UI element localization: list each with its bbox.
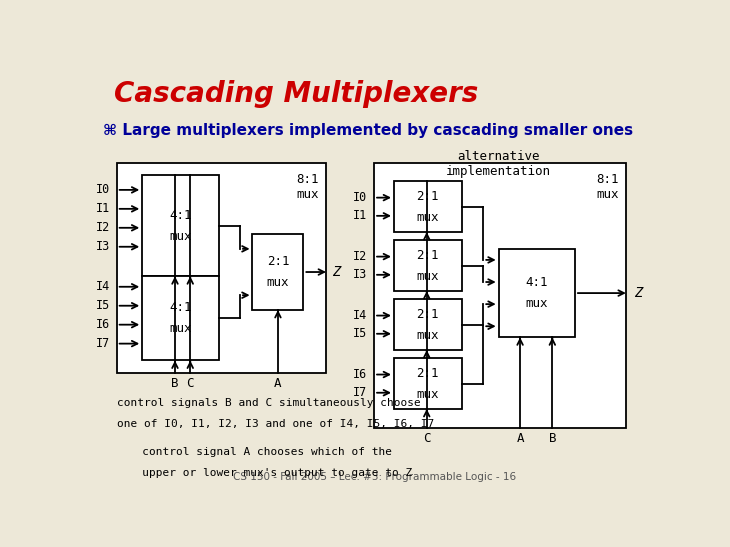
Text: mux: mux [417, 211, 439, 224]
Text: 4:1: 4:1 [526, 276, 548, 289]
Polygon shape [374, 162, 626, 428]
Text: CS 150 - Fall 2005 – Lec. #3: Programmable Logic - 16: CS 150 - Fall 2005 – Lec. #3: Programmab… [233, 472, 515, 482]
Polygon shape [394, 358, 462, 409]
Polygon shape [394, 299, 462, 350]
Text: one of I0, I1, I2, I3 and one of I4, I5, I6, I7: one of I0, I1, I2, I3 and one of I4, I5,… [117, 420, 434, 429]
Polygon shape [253, 234, 304, 310]
Text: 4:1: 4:1 [169, 208, 191, 222]
Text: Cascading Multiplexers: Cascading Multiplexers [114, 80, 478, 108]
Text: I0: I0 [353, 191, 367, 204]
Text: C: C [186, 377, 194, 390]
Polygon shape [142, 175, 218, 276]
Text: mux: mux [526, 297, 548, 310]
Text: 2:1: 2:1 [417, 190, 439, 203]
Polygon shape [394, 241, 462, 291]
Text: I4: I4 [96, 280, 110, 293]
Text: B: B [548, 432, 556, 445]
Text: mux: mux [417, 388, 439, 400]
Text: mux: mux [417, 270, 439, 283]
Text: 2:1: 2:1 [417, 307, 439, 321]
Text: Z: Z [332, 265, 340, 279]
Text: I7: I7 [96, 337, 110, 350]
Text: I4: I4 [353, 309, 367, 322]
Text: alternative
implementation: alternative implementation [446, 150, 551, 178]
Text: upper or lower mux's output to gate to Z: upper or lower mux's output to gate to Z [123, 468, 412, 478]
Text: ⌘ Large multiplexers implemented by cascading smaller ones: ⌘ Large multiplexers implemented by casc… [102, 123, 633, 137]
Text: B: B [172, 377, 179, 390]
Text: I7: I7 [353, 386, 367, 399]
Text: mux: mux [266, 276, 289, 289]
Polygon shape [117, 162, 326, 373]
Polygon shape [499, 249, 575, 337]
Text: I2: I2 [353, 250, 367, 263]
Text: control signals B and C simultaneously choose: control signals B and C simultaneously c… [117, 398, 420, 409]
Text: I3: I3 [96, 240, 110, 253]
Text: A: A [274, 377, 282, 390]
Polygon shape [142, 276, 218, 360]
Text: 2:1: 2:1 [417, 366, 439, 380]
Text: Z: Z [634, 286, 642, 300]
Text: A: A [516, 432, 524, 445]
Text: I5: I5 [353, 327, 367, 340]
Text: mux: mux [169, 230, 191, 243]
Text: I1: I1 [353, 210, 367, 222]
Text: I3: I3 [353, 268, 367, 281]
Text: mux: mux [296, 188, 318, 201]
Text: I6: I6 [96, 318, 110, 331]
Text: 8:1: 8:1 [296, 173, 318, 186]
Text: 2:1: 2:1 [266, 255, 289, 268]
Text: mux: mux [169, 322, 191, 335]
Text: 8:1: 8:1 [596, 173, 618, 186]
Text: C: C [423, 432, 431, 445]
Text: I6: I6 [353, 368, 367, 381]
Text: I2: I2 [96, 222, 110, 234]
Text: 2:1: 2:1 [417, 249, 439, 261]
Text: mux: mux [417, 329, 439, 342]
Text: mux: mux [596, 188, 618, 201]
Text: control signal A chooses which of the: control signal A chooses which of the [123, 447, 392, 457]
Text: I0: I0 [96, 183, 110, 196]
Text: I1: I1 [96, 202, 110, 216]
Text: 4:1: 4:1 [169, 301, 191, 315]
Polygon shape [394, 182, 462, 232]
Text: I5: I5 [96, 299, 110, 312]
